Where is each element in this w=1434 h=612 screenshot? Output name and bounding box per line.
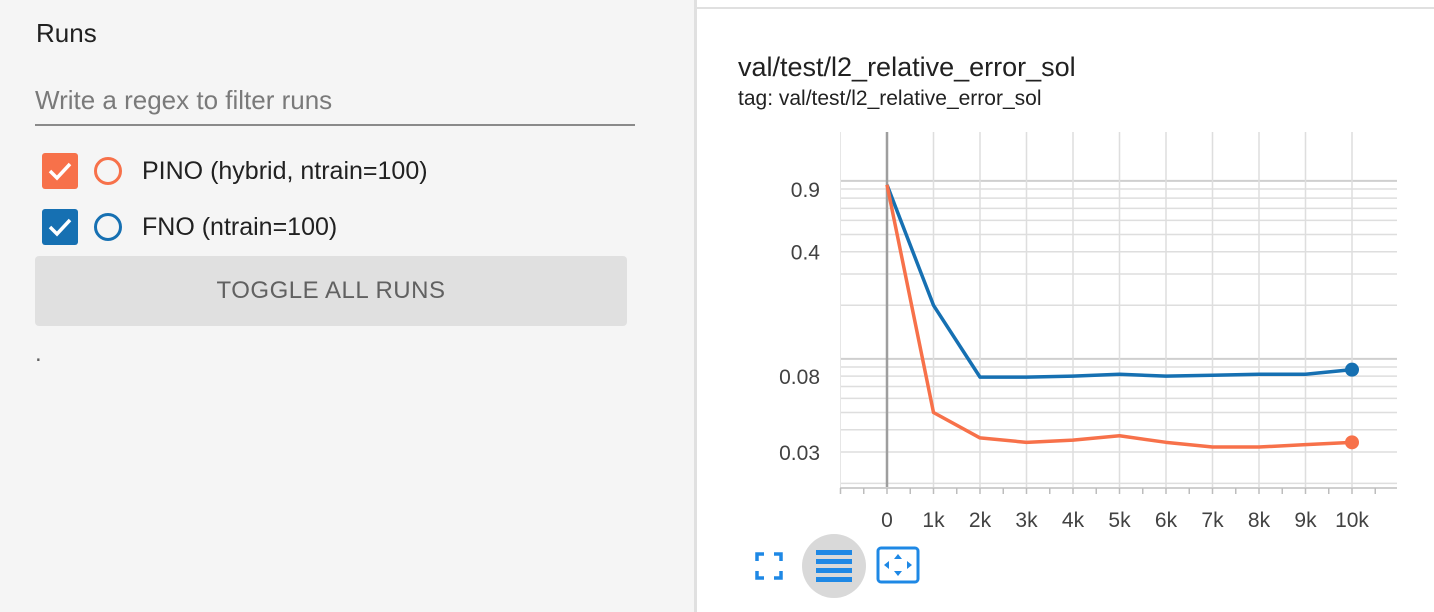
run-checkbox-pino[interactable] [42, 153, 78, 189]
chart-card-title: val/test/l2_relative_error_sol [738, 52, 1076, 82]
runs-title: Runs [36, 18, 97, 48]
checkmark-icon [48, 218, 72, 237]
run-row-fno[interactable]: FNO (ntrain=100) [42, 207, 337, 247]
series-line-1 [885, 184, 1353, 449]
series-line-0 [885, 184, 1353, 379]
x-tick-label: 0 [881, 509, 893, 532]
x-tick-label: 7k [1201, 509, 1224, 532]
card-top-border [697, 7, 1434, 9]
run-checkbox-fno[interactable] [42, 209, 78, 245]
x-tick-label: 1k [922, 509, 945, 532]
run-color-swatch-fno[interactable] [94, 213, 122, 241]
x-tick-label: 6k [1155, 509, 1178, 532]
x-tick-label: 2k [969, 509, 992, 532]
x-tick-label: 10k [1335, 509, 1369, 532]
regex-filter-input[interactable] [35, 82, 635, 126]
x-tick-label: 4k [1062, 509, 1085, 532]
fullscreen-icon[interactable] [750, 547, 788, 585]
chart-card-tag: tag: val/test/l2_relative_error_sol [738, 87, 1042, 110]
run-row-pino[interactable]: PINO (hybrid, ntrain=100) [42, 151, 428, 191]
series-endpoint-0 [1345, 362, 1359, 377]
y-tick-label: 0.9 [791, 179, 820, 202]
panel-divider [694, 0, 697, 612]
series-endpoint-1 [1345, 435, 1359, 450]
x-tick-label: 8k [1248, 509, 1271, 532]
toggle-all-runs-button[interactable]: TOGGLE ALL RUNS [35, 256, 627, 326]
y-tick-label: 0.03 [779, 442, 820, 465]
x-tick-label: 3k [1015, 509, 1038, 532]
x-tick-label: 5k [1108, 509, 1131, 532]
checkmark-icon [48, 162, 72, 181]
fit-domain-icon[interactable] [876, 545, 920, 585]
run-label-pino: PINO (hybrid, ntrain=100) [142, 156, 428, 185]
y-tick-label: 0.08 [779, 366, 820, 389]
run-label-fno: FNO (ntrain=100) [142, 212, 338, 241]
run-color-swatch-pino[interactable] [94, 157, 122, 185]
scalar-chart[interactable]: 0 1k 2k 3k 4k 5k 6k 7k 8k 9k 10k 0.9 0.4 0.08 0.03 [697, 120, 1434, 540]
runs-sidebar: Runs PINO (hybrid, ntrain=100) FNO (ntra… [0, 0, 694, 612]
y-tick-label: 0.4 [791, 242, 821, 265]
sidebar-footer-text: . [35, 340, 42, 367]
x-tick-label: 9k [1294, 509, 1317, 532]
log-scale-icon[interactable] [802, 534, 866, 598]
